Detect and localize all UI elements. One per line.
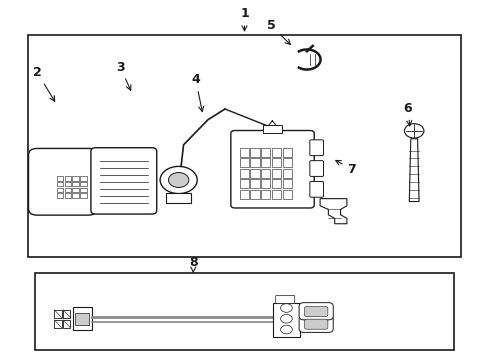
Bar [272, 303, 299, 337]
Bar [271, 158, 281, 167]
Bar [64, 176, 71, 181]
Bar [72, 188, 79, 192]
Bar [261, 179, 270, 188]
Text: 2: 2 [33, 66, 55, 101]
FancyBboxPatch shape [299, 315, 332, 332]
Circle shape [404, 124, 423, 138]
Bar [54, 320, 61, 328]
Bar [271, 169, 281, 178]
Bar [271, 148, 281, 157]
FancyBboxPatch shape [299, 303, 332, 320]
Bar [282, 169, 291, 178]
Bar [35, 273, 453, 350]
FancyBboxPatch shape [91, 148, 157, 214]
Bar [271, 179, 281, 188]
Bar [261, 158, 270, 167]
Bar [80, 182, 86, 186]
Bar [250, 190, 259, 199]
FancyBboxPatch shape [230, 131, 314, 208]
FancyBboxPatch shape [309, 140, 323, 156]
Bar [72, 176, 79, 181]
FancyBboxPatch shape [304, 307, 327, 317]
Bar [239, 190, 248, 199]
Bar [80, 176, 86, 181]
Bar [64, 193, 71, 198]
Bar [80, 188, 86, 192]
Bar [239, 179, 248, 188]
Bar [261, 148, 270, 157]
Bar [263, 126, 281, 134]
Text: 7: 7 [335, 161, 355, 176]
FancyBboxPatch shape [309, 181, 323, 197]
Bar [250, 158, 259, 167]
Bar [250, 179, 259, 188]
Bar [57, 182, 63, 186]
Circle shape [160, 166, 197, 194]
Circle shape [168, 172, 188, 188]
Bar [239, 148, 248, 157]
Polygon shape [408, 139, 418, 202]
Text: 3: 3 [116, 60, 131, 90]
Text: 4: 4 [191, 73, 203, 112]
Text: 1: 1 [240, 8, 248, 31]
Text: 6: 6 [403, 102, 411, 126]
Bar [57, 193, 63, 198]
Bar [64, 182, 71, 186]
Bar [72, 193, 79, 198]
Bar [239, 169, 248, 178]
FancyBboxPatch shape [275, 296, 294, 303]
Bar [63, 320, 70, 328]
Bar [57, 176, 63, 181]
Bar [250, 148, 259, 157]
Bar [239, 158, 248, 167]
Bar [64, 188, 71, 192]
Bar [282, 190, 291, 199]
FancyBboxPatch shape [28, 148, 97, 215]
Circle shape [280, 325, 292, 334]
Circle shape [280, 315, 292, 323]
Bar [250, 169, 259, 178]
Bar [282, 148, 291, 157]
Bar [75, 313, 89, 325]
Bar [261, 190, 270, 199]
FancyBboxPatch shape [309, 161, 323, 176]
Text: 5: 5 [266, 19, 290, 45]
Bar [72, 182, 79, 186]
Circle shape [280, 304, 292, 312]
Polygon shape [320, 199, 346, 224]
Text: 8: 8 [188, 256, 197, 272]
Bar [27, 35, 461, 257]
Bar [271, 190, 281, 199]
Bar [54, 310, 61, 318]
Bar [73, 307, 92, 330]
Bar [282, 179, 291, 188]
Bar [261, 169, 270, 178]
Bar [80, 193, 86, 198]
Bar [166, 193, 190, 203]
Bar [63, 310, 70, 318]
Bar [282, 158, 291, 167]
FancyBboxPatch shape [304, 319, 327, 329]
Bar [57, 188, 63, 192]
